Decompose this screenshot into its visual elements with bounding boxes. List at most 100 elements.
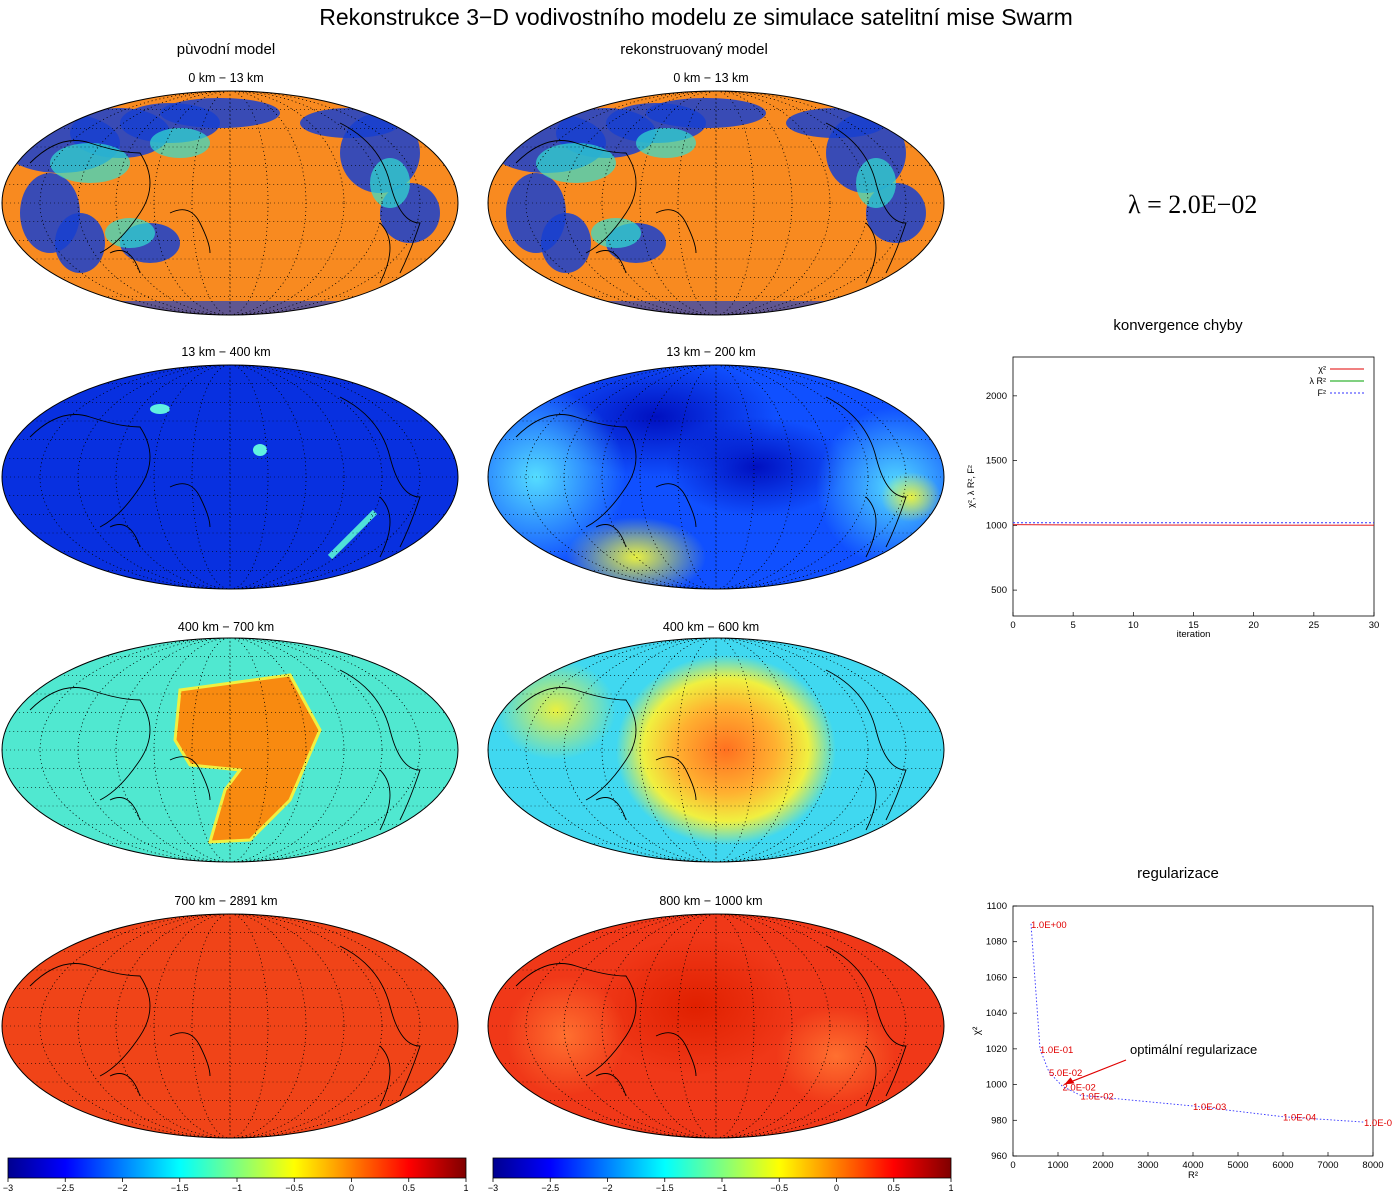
land-region [541, 213, 591, 273]
annotation-text: optimální regularizace [1130, 1042, 1257, 1057]
colorbar-tick-label: 1 [948, 1183, 953, 1192]
x-tick-label: 3000 [1137, 1160, 1158, 1171]
map-outline [1, 364, 459, 590]
colorbars: −3 −2.5 −2 −1.5 −1 −0.5 0 0.5 1 −3 −2.5 −2 −1.5 −1 −0.… [3, 1157, 954, 1192]
land-region [105, 218, 155, 248]
anomaly [881, 472, 941, 522]
map-outline [1, 90, 459, 316]
graticule-line [563, 91, 869, 315]
graticule-line [153, 91, 307, 315]
l-curve [1030, 923, 1365, 1123]
x-tick-label: 10 [1128, 620, 1139, 631]
y-tick-label: 1100 [987, 901, 1007, 912]
anomaly [596, 936, 796, 1076]
annotation-arrow [1064, 1059, 1127, 1085]
graticule-line [39, 91, 421, 315]
map-outline [487, 637, 945, 863]
graticule-line [601, 365, 831, 589]
y-tick-label: 960 [991, 1151, 1007, 1162]
graticule-line [191, 365, 269, 589]
y-tick-label: 1500 [986, 456, 1007, 467]
colorbar-tick-label: −1.5 [171, 1183, 189, 1192]
map-panel [1, 637, 459, 863]
map-panel [487, 364, 945, 590]
map-panel [487, 637, 945, 863]
x-tick-label: 0 [1010, 1160, 1015, 1171]
regularization-chart: 0 1000 2000 3000 4000 5000 6000 7000 8000 960 980 1… [972, 901, 1392, 1181]
colorbar-tick-label: −3 [3, 1183, 13, 1192]
map-title: 400 km − 700 km [177, 620, 275, 634]
graticule-line [115, 914, 345, 1138]
graticule-line [153, 638, 307, 862]
x-tick-label: 30 [1369, 620, 1380, 631]
anomaly [616, 655, 836, 845]
graticule-line [639, 914, 793, 1138]
point-label: 1.0E-03 [1193, 1102, 1226, 1113]
graticule-line [525, 638, 907, 862]
x-tick-label: 7000 [1317, 1160, 1338, 1171]
legend-label: χ² [1318, 364, 1326, 374]
legend-label: λ R² [1310, 376, 1327, 386]
graticule-line [677, 365, 755, 589]
map-title: 13 km − 400 km [181, 345, 271, 359]
map-title: 400 km − 600 km [662, 620, 760, 634]
anomaly [776, 1006, 896, 1106]
graticule-line [39, 638, 421, 862]
x-tick-label: 20 [1248, 620, 1259, 631]
graticule-line [639, 91, 793, 315]
colorbar-tick-label: −2.5 [56, 1183, 74, 1192]
regularization-title: regularizace [1137, 865, 1219, 882]
land-region [150, 128, 210, 158]
colorbar-tick-label: −1.5 [656, 1183, 674, 1192]
y-tick-label: 2000 [986, 391, 1007, 402]
point-label: 1.0E-05 [1364, 1118, 1392, 1129]
conductivity-maps [1, 90, 945, 1139]
y-tick-label: 1000 [986, 520, 1007, 531]
map-panel [1, 364, 459, 590]
graticule-line [77, 365, 383, 589]
coastline [29, 669, 421, 831]
y-tick-label: 980 [991, 1115, 1007, 1126]
graticule-line [191, 638, 269, 862]
y-tick-label: 1040 [986, 1008, 1007, 1019]
map-title: 700 km − 2891 km [174, 894, 278, 908]
land-region [786, 108, 886, 138]
colorbar-tick-label: −2.5 [541, 1183, 559, 1192]
graticule-line [115, 91, 345, 315]
anomaly [506, 976, 626, 1096]
colorbar-tick-label: 0.5 [887, 1183, 900, 1192]
coastline [515, 669, 907, 831]
map-outline [487, 90, 945, 316]
graticule-line [77, 638, 383, 862]
y-tick-label: 500 [991, 585, 1007, 596]
legend-label: F² [1318, 388, 1327, 398]
x-tick-label: 2000 [1092, 1160, 1113, 1171]
graticule-line [77, 914, 383, 1138]
land-region [536, 143, 616, 183]
graticule-line [677, 91, 755, 315]
x-axis-label: R² [1188, 1170, 1198, 1181]
land-region [646, 98, 766, 128]
series-line [1012, 524, 1374, 526]
map-outline [1, 913, 459, 1139]
map-title: 0 km − 13 km [188, 71, 264, 85]
x-tick-label: 6000 [1272, 1160, 1293, 1171]
x-tick-label: 5 [1071, 620, 1076, 631]
coastline [29, 396, 421, 558]
map-title: 800 km − 1000 km [659, 894, 763, 908]
graticule-line [191, 914, 269, 1138]
land-region [636, 128, 696, 158]
x-tick-label: 4000 [1182, 1160, 1203, 1171]
graticule-line [153, 365, 307, 589]
coastline [29, 945, 421, 1107]
x-tick-label: 25 [1309, 620, 1320, 631]
colorbar-tick-label: 0 [834, 1183, 839, 1192]
graticule-line [115, 638, 345, 862]
map-panel [487, 90, 945, 316]
land-region [55, 213, 105, 273]
point-label: 2.0E-02 [1063, 1082, 1096, 1093]
graticule-line [191, 91, 269, 315]
anomaly [150, 404, 170, 414]
x-tick-label: 15 [1188, 620, 1199, 631]
colorbar [492, 1157, 952, 1179]
